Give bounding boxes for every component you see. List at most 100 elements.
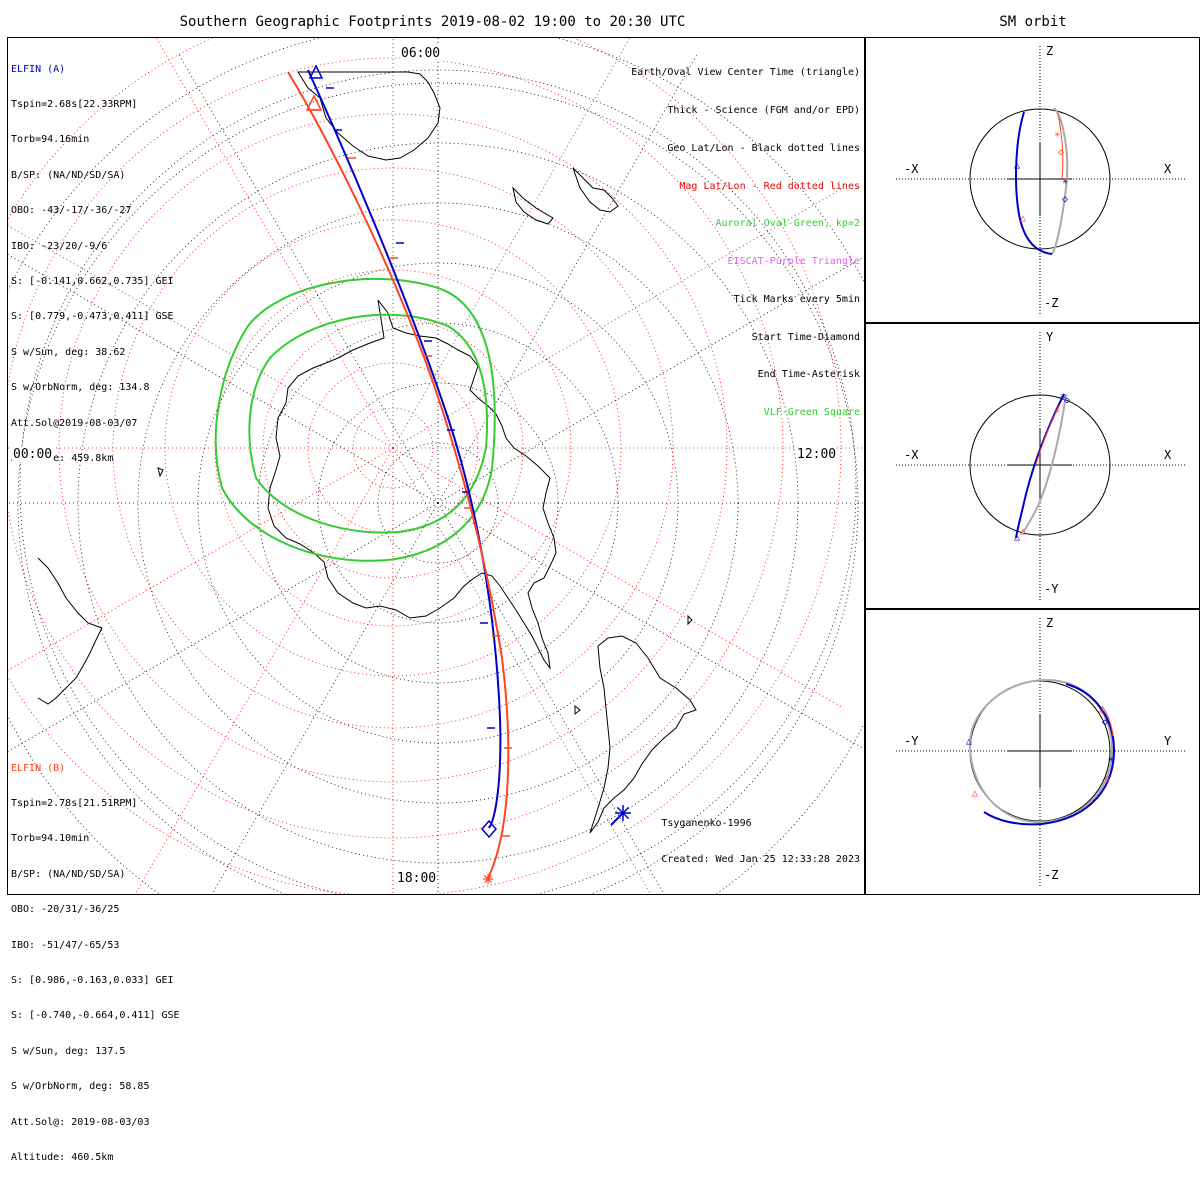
elfin-a-track <box>307 69 502 829</box>
mag-lon-line <box>155 38 394 449</box>
elfin-a-bsp: B/SP: (NA/ND/SD/SA) <box>11 169 126 181</box>
sm1-axis-bottom: -Z <box>1044 296 1059 310</box>
geo-grid-lines <box>8 38 864 894</box>
marker-a-diamond: ◇ <box>1102 717 1108 728</box>
mag-lat-circle <box>8 57 784 839</box>
sm-markers-3: △ ✳ ◇ ✳ ◇ △ <box>966 706 1114 799</box>
sm1-axis-top: Z <box>1046 44 1054 58</box>
legend-end-time: End Time-Asterisk <box>757 369 860 381</box>
orbit-back-b <box>1021 393 1067 535</box>
nz-north <box>572 167 619 213</box>
legend-mag-grid: Mag Lat/Lon - Red dotted lines <box>679 180 860 192</box>
orbit-a <box>1015 111 1053 255</box>
sm3-axis-left: -Y <box>904 734 919 748</box>
credit-block: Tsyganenko-1996 Created: Wed Jan 25 12:3… <box>661 794 860 890</box>
sm3-axis-bottom: -Z <box>1044 868 1059 882</box>
sm2-axis-top: Y <box>1046 330 1054 344</box>
geo-lon-line <box>8 254 439 504</box>
main-title: Southern Geographic Footprints 2019-08-0… <box>179 14 686 30</box>
marker-b-asterisk: ✳ <box>1054 405 1060 416</box>
orbit-b <box>1101 705 1114 737</box>
mag-lon-line <box>392 38 631 449</box>
marker-b-diamond: ◇ <box>1058 147 1064 158</box>
sm-panel-xy: ✳ ◇ △ ✳ △ Y -Y -X X <box>865 323 1200 609</box>
sm-plot-yz: △ ✳ ◇ ✳ ◇ △ <box>896 618 1186 886</box>
elfin-b-tspin: Tspin=2.78s[21.51RPM] <box>11 797 138 809</box>
geo-lon-line <box>211 502 439 894</box>
mag-lon-line <box>392 187 844 449</box>
marker-a-diamond: ◇ <box>1062 194 1068 205</box>
legend-start-time: Start Time-Diamond <box>751 331 860 343</box>
orbit-a <box>983 683 1116 826</box>
south-america-coast <box>589 635 697 834</box>
orbit-b <box>1057 113 1064 181</box>
elfin-a-obo: OBO: -43/-17/-36/-27 <box>11 205 132 217</box>
marker-b-diamond: ◇ <box>1104 774 1110 785</box>
marker-a-triangle: △ <box>1014 532 1020 543</box>
sm3-axis-top: Z <box>1046 616 1054 630</box>
elfin-b-name: ELFIN (B) <box>11 762 66 774</box>
elfin-a-att-sol: Att.Sol@2019-08-03/07 <box>11 417 138 429</box>
elfin-b-end-asterisk <box>484 875 492 883</box>
elfin-a-end-segment <box>610 812 624 826</box>
geo-lon-line <box>437 52 699 504</box>
elfin-a-s-orbnorm: S w/OrbNorm, deg: 134.8 <box>11 382 150 394</box>
africa-coast <box>37 557 103 705</box>
geo-lon-line <box>437 256 864 504</box>
elfin-b-track <box>287 71 510 879</box>
legend-auroral-oval: Auroral Oval-Green, kp=2 <box>715 218 861 230</box>
marker-b-triangle: △ <box>972 788 978 799</box>
auroral-oval-inner <box>248 313 489 534</box>
elfin-b-triangle <box>305 94 323 111</box>
sm2-axis-left: -X <box>904 448 919 462</box>
elfin-b-ibo: IBO: -51/47/-65/53 <box>11 939 120 951</box>
sm-orbit-title: SM orbit <box>999 14 1067 30</box>
elfin-b-altitude: Altitude: 460.5km <box>11 1151 114 1163</box>
sm-panel-xz: △ ◇ ✳ ✳ ◇ △ Z -Z -X X <box>865 37 1200 323</box>
sm-plot-xz: △ ◇ ✳ ✳ ◇ △ <box>896 46 1186 314</box>
mag-lon-line <box>135 447 394 894</box>
marker-b-asterisk: ✳ <box>1054 129 1060 140</box>
marker-a-asterisk: ✳ <box>1060 391 1066 402</box>
globe-limb <box>19 69 857 894</box>
auroral-oval <box>214 277 496 562</box>
sm3-axis-right: Y <box>1164 734 1172 748</box>
sm-markers-2: ✳ ◇ △ ✳ △ <box>1014 391 1070 543</box>
geo-lon-line <box>437 502 864 750</box>
marker-b-triangle: △ <box>1020 213 1026 224</box>
marker-a-diamond: ◇ <box>1064 395 1070 406</box>
mag-lon-line <box>8 225 394 449</box>
elfin-b-s-gei: S: [0.986,-0.163,0.033] GEI <box>11 974 174 986</box>
elfin-b-obo: OBO: -20/31/-36/25 <box>11 904 120 916</box>
orbit-back-b <box>968 678 1114 824</box>
nz-south <box>512 186 554 225</box>
marker-a-asterisk: ✳ <box>1108 754 1114 765</box>
sm1-axis-left: -X <box>904 162 919 176</box>
elfin-a-s-sun: S w/Sun, deg: 38.62 <box>11 346 126 358</box>
credit-created: Created: Wed Jan 25 12:33:28 2023 <box>661 854 860 865</box>
legend-tick-marks: Tick Marks every 5min <box>733 293 860 305</box>
footprint-map <box>8 38 864 894</box>
elfin-b-att-sol: Att.Sol@: 2019-08-03/03 <box>11 1116 150 1128</box>
credit-model: Tsyganenko-1996 <box>661 818 752 829</box>
legend-geo-grid: Geo Lat/Lon - Black dotted lines <box>667 142 860 154</box>
marker-b-triangle: △ <box>1020 526 1026 537</box>
orbit-back-b <box>1051 107 1069 255</box>
mlt-label-top: 06:00 <box>400 46 442 61</box>
geo-lon-line <box>437 502 665 894</box>
satellite-tracks <box>287 69 510 879</box>
sm2-axis-right: X <box>1164 448 1172 462</box>
mag-lon-line <box>392 447 844 709</box>
mag-lat-circle <box>58 113 728 783</box>
elfin-a-name: ELFIN (A) <box>11 63 66 75</box>
track-markers <box>305 64 631 884</box>
geo-lon-line <box>8 502 439 752</box>
mag-lat-circle <box>262 317 524 579</box>
elfin-a-s-gei: S: [-0.141,0.662,0.735] GEI <box>11 275 174 287</box>
marker-b-asterisk: ✳ <box>1098 706 1104 717</box>
elfin-a-tspin: Tspin=2.68s[22.33RPM] <box>11 98 138 110</box>
coastlines <box>37 71 697 834</box>
legend-view-center: Earth/Oval View Center Time (triangle) <box>631 67 860 79</box>
legend-thick-science: Thick - Science (FGM and/or EPD) <box>667 104 860 116</box>
elfin-b-s-gse: S: [-0.740,-0.664,0.411] GSE <box>11 1010 180 1022</box>
